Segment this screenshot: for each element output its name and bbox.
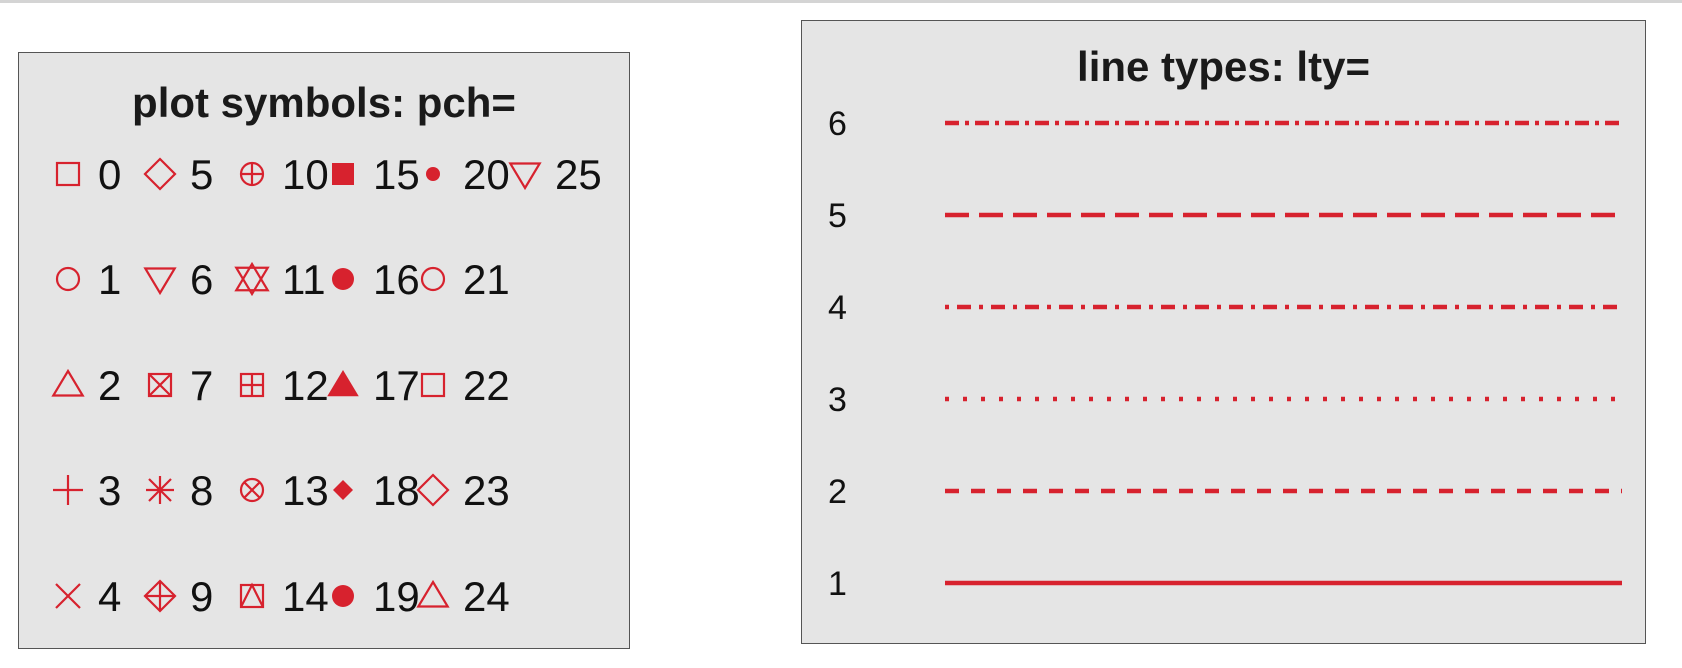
pch-symbol-12-square-plus-icon [239, 372, 265, 398]
plot-symbols-title: plot symbols: pch= [132, 79, 516, 126]
pch-code-16: 16 [373, 256, 420, 303]
pch-code-24: 24 [463, 573, 510, 620]
pch-code-7: 7 [190, 362, 213, 409]
pch-code-5: 5 [190, 151, 213, 198]
pch-symbol-5-diamond-open-icon [143, 157, 177, 191]
lty-label-1: 1 [828, 565, 847, 603]
pch-symbol-21-circle-open-icon [420, 266, 446, 292]
pch-symbol-19-circle-filled-icon [332, 585, 354, 607]
lty-label-2: 2 [828, 473, 847, 511]
line-types-title: line types: lty= [1077, 43, 1370, 90]
pch-code-8: 8 [190, 467, 213, 514]
pch-symbol-23-diamond-open-icon [416, 473, 450, 507]
pch-code-10: 10 [282, 151, 329, 198]
pch-symbol-11-star-of-david-icon [234, 261, 270, 297]
pch-code-22: 22 [463, 362, 510, 409]
pch-symbol-18-diamond-filled-small-icon [333, 480, 353, 500]
line-types-chart: 6 5 4 3 2 1 [828, 105, 1622, 603]
pch-symbol-3-plus-icon [53, 475, 83, 505]
pch-code-2: 2 [98, 362, 121, 409]
pch-symbol-24-triangle-up-open-icon [416, 579, 450, 608]
lty-label-5: 5 [828, 197, 847, 235]
pch-code-1: 1 [98, 256, 121, 303]
pch-code-20: 20 [463, 151, 510, 198]
pch-code-9: 9 [190, 573, 213, 620]
pch-code-4: 4 [98, 573, 121, 620]
pch-code-23: 23 [463, 467, 510, 514]
pch-symbol-2-triangle-up-open-icon [51, 368, 85, 397]
pch-symbol-17-triangle-up-filled-icon [327, 370, 359, 397]
pch-symbol-16-circle-filled-icon [332, 268, 354, 290]
lty-label-4: 4 [828, 289, 847, 327]
pch-symbol-9-diamond-plus-icon [143, 579, 177, 613]
top-divider [0, 0, 1682, 3]
pch-symbol-0-square-open-icon [55, 161, 81, 187]
plot-symbols-grid: 0123456789101112131415161718192021222324… [51, 151, 602, 620]
lty-label-3: 3 [828, 381, 847, 419]
pch-code-19: 19 [373, 573, 420, 620]
pch-symbol-15-square-filled-icon [332, 163, 354, 185]
pch-symbol-7-square-cross-icon [147, 372, 173, 398]
pch-code-14: 14 [282, 573, 329, 620]
pch-symbol-8-asterisk-icon [146, 476, 174, 504]
pch-code-21: 21 [463, 256, 510, 303]
pch-code-18: 18 [373, 467, 420, 514]
line-types-panel: line types: lty= 6 5 4 3 2 1 [801, 20, 1646, 644]
pch-symbol-22-square-open-icon [420, 372, 446, 398]
pch-code-17: 17 [373, 362, 420, 409]
lty-label-6: 6 [828, 105, 847, 143]
pch-code-25: 25 [555, 151, 602, 198]
pch-code-3: 3 [98, 467, 121, 514]
pch-symbol-4-cross-icon [55, 583, 81, 609]
pch-code-6: 6 [190, 256, 213, 303]
pch-code-12: 12 [282, 362, 329, 409]
pch-symbol-10-circle-plus-icon [239, 161, 265, 187]
pch-code-15: 15 [373, 151, 420, 198]
pch-code-0: 0 [98, 151, 121, 198]
plot-symbols-panel: plot symbols: pch= 0 1 2 3 4 5 6 7 8 9 10 11 12 13 14 1… [18, 52, 630, 649]
pch-symbol-14-square-triangle-icon [239, 582, 265, 609]
pch-symbol-20-circle-filled-small-icon [426, 167, 440, 181]
pch-symbol-1-circle-open-icon [55, 266, 81, 292]
pch-symbol-25-triangle-down-open-icon [508, 162, 542, 191]
pch-code-11: 11 [282, 256, 326, 303]
pch-symbol-6-triangle-down-open-icon [143, 267, 177, 296]
pch-code-13: 13 [282, 467, 329, 514]
pch-symbol-13-circle-cross-icon [239, 477, 265, 503]
